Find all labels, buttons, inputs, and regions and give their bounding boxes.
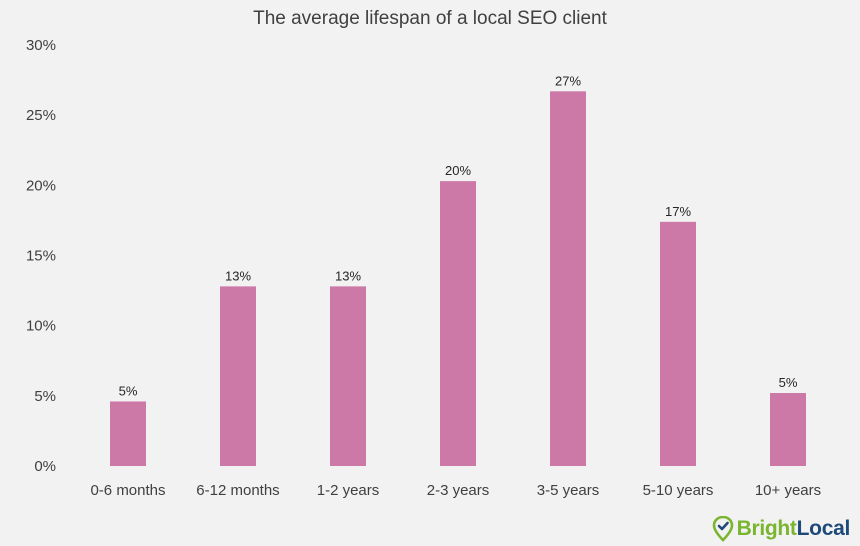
y-tick-label: 5% — [34, 388, 56, 405]
bars-group: 5% 13% 13% 20% 27% 17% 5% — [110, 73, 806, 466]
bar — [220, 286, 256, 466]
data-label: 13% — [335, 268, 361, 283]
x-tick-label: 2-3 years — [427, 482, 490, 499]
x-tick-label: 0-6 months — [90, 482, 165, 499]
bar — [550, 91, 586, 466]
y-tick-label: 20% — [26, 177, 56, 194]
bar — [770, 393, 806, 466]
x-tick-label: 5-10 years — [643, 482, 714, 499]
bar — [330, 286, 366, 466]
data-label: 17% — [665, 204, 691, 219]
bar — [110, 401, 146, 466]
x-tick-label: 6-12 months — [196, 482, 279, 499]
bar — [440, 181, 476, 466]
y-axis-ticks: 0% 5% 10% 15% 20% 25% 30% — [26, 37, 56, 475]
y-tick-label: 10% — [26, 318, 56, 335]
logo-text-bright: Bright — [736, 517, 797, 540]
x-tick-label: 3-5 years — [537, 482, 600, 499]
x-axis-ticks: 0-6 months 6-12 months 1-2 years 2-3 years 3… — [90, 482, 821, 499]
y-tick-label: 0% — [34, 458, 56, 475]
y-tick-label: 30% — [26, 37, 56, 54]
y-tick-label: 25% — [26, 107, 56, 124]
brightlocal-logo: Bright Local — [712, 516, 850, 542]
x-tick-label: 10+ years — [755, 482, 821, 499]
chart-title: The average lifespan of a local SEO clie… — [253, 8, 608, 29]
data-label: 5% — [119, 383, 138, 398]
data-label: 13% — [225, 268, 251, 283]
data-label: 20% — [445, 163, 471, 178]
data-label: 5% — [779, 375, 798, 390]
logo-text-local: Local — [796, 517, 851, 540]
bar — [660, 221, 696, 466]
x-tick-label: 1-2 years — [317, 482, 380, 499]
map-pin-icon — [712, 516, 733, 542]
y-tick-label: 15% — [26, 248, 56, 265]
data-label: 27% — [555, 73, 581, 88]
